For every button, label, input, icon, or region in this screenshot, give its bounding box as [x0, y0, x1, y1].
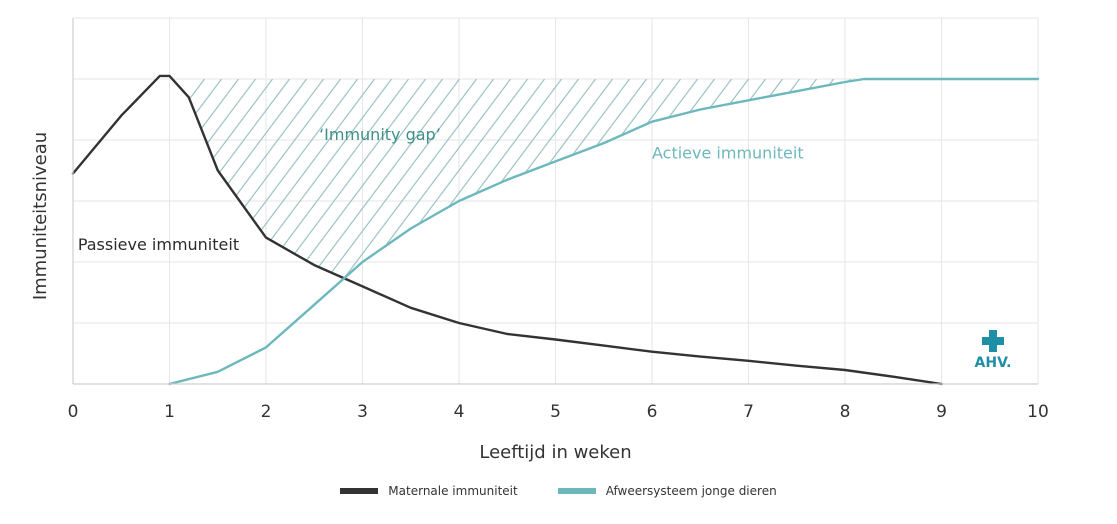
grid-lines: [72, 17, 1039, 385]
hatch-line: [485, 79, 716, 278]
hatch-line: [723, 79, 865, 278]
legend-item-maternal: Maternale immuniteit: [340, 484, 518, 498]
hatch-line: [0, 79, 171, 384]
hatch-line: [604, 79, 835, 278]
hatch-line: [621, 79, 852, 278]
legend: Maternale immuniteit Afweersysteem jonge…: [0, 484, 1117, 498]
hatch-line: [0, 79, 188, 384]
legend-swatch-maternal: [340, 488, 379, 494]
chart: 0 1 2 3 4 5 6 7 8 9 10 ‘Immunity gap’ Actieve immun…: [0, 17, 1049, 463]
annotations: ‘Immunity gap’ Actieve immuniteit Passieve…: [78, 125, 804, 254]
hatch-line: [247, 79, 478, 278]
series-line-young: [168, 77, 1040, 386]
hatch-line: [188, 79, 274, 278]
hatch-line: [638, 79, 865, 278]
hatch-line: [0, 79, 103, 384]
axes: [72, 18, 1038, 385]
x-tick-label: 7: [743, 402, 754, 422]
hatch-line: [468, 79, 699, 278]
hatch-line: [655, 79, 865, 278]
hatch-line: [264, 79, 495, 278]
hatch-line: [0, 79, 154, 384]
x-tick-label: 2: [261, 402, 272, 422]
hatch-line: [417, 79, 648, 278]
x-tick-label: 1: [164, 402, 175, 422]
hatch-line: [188, 79, 257, 278]
ahv-logo: AHV.: [968, 330, 1018, 371]
hatch-line: [0, 79, 18, 384]
annotation-immunity-gap: ‘Immunity gap’: [319, 125, 441, 144]
immunity-gap-hatch: [0, 79, 865, 384]
x-tick-label: 10: [1027, 402, 1049, 422]
annotation-passive-immunity: Passieve immuniteit: [78, 235, 239, 254]
legend-label-young: Afweersysteem jonge dieren: [605, 484, 777, 498]
legend-swatch-young: [557, 488, 596, 494]
x-tick-labels: 0 1 2 3 4 5 6 7 8 9 10: [68, 402, 1049, 422]
x-tick-label: 3: [357, 402, 368, 422]
hatch-line: [706, 79, 865, 278]
medical-cross-icon: [982, 330, 1004, 352]
hatch-line: [757, 79, 865, 278]
hatch-line: [842, 79, 865, 278]
hatch-line: [672, 79, 865, 278]
hatch-line: [196, 79, 427, 278]
x-tick-label: 0: [68, 402, 79, 422]
hatch-line: [587, 79, 818, 278]
hatch-line: [188, 79, 410, 278]
x-tick-label: 4: [454, 402, 465, 422]
series-lines: [71, 74, 1040, 386]
x-tick-label: 9: [936, 402, 947, 422]
hatch-line: [188, 79, 325, 278]
hatch-line: [188, 79, 291, 278]
legend-item-young: Afweersysteem jonge dieren: [557, 484, 777, 498]
x-tick-label: 8: [840, 402, 851, 422]
x-tick-label: 5: [550, 402, 561, 422]
hatch-line: [570, 79, 801, 278]
hatch-line: [188, 79, 393, 278]
hatch-line: [213, 79, 444, 278]
hatch-line: [825, 79, 865, 278]
x-axis-label: Leeftijd in weken: [479, 442, 631, 463]
hatch-line: [0, 79, 137, 384]
legend-label-maternal: Maternale immuniteit: [388, 484, 518, 498]
hatch-line: [740, 79, 865, 278]
x-tick-label: 6: [647, 402, 658, 422]
logo-text: AHV.: [974, 355, 1012, 371]
annotation-active-immunity: Actieve immuniteit: [652, 143, 804, 162]
hatch-line: [281, 79, 512, 278]
hatch-line: [536, 79, 767, 278]
hatch-line: [188, 79, 342, 278]
hatch-lines: [0, 79, 865, 384]
y-axis-label: Immuniteitsniveau: [30, 132, 51, 300]
hatch-line: [689, 79, 865, 278]
series-line-maternal: [71, 74, 943, 386]
hatch-line: [230, 79, 461, 278]
hatch-line: [0, 79, 120, 384]
